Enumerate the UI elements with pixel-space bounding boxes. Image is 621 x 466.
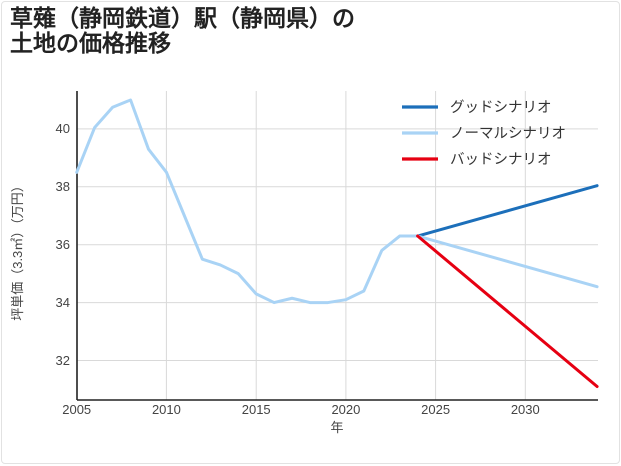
svg-text:32: 32	[56, 353, 70, 368]
svg-text:40: 40	[56, 121, 70, 136]
svg-text:34: 34	[56, 295, 70, 310]
svg-text:2005: 2005	[62, 402, 91, 417]
svg-text:年: 年	[330, 420, 343, 435]
svg-text:2025: 2025	[421, 402, 450, 417]
svg-text:グッドシナリオ: グッドシナリオ	[450, 99, 552, 116]
svg-text:38: 38	[56, 179, 70, 194]
svg-text:2020: 2020	[331, 402, 360, 417]
svg-text:36: 36	[56, 237, 70, 252]
svg-text:2010: 2010	[152, 402, 181, 417]
svg-text:2030: 2030	[511, 402, 540, 417]
svg-text:坪単価（3.3㎡）（万円）: 坪単価（3.3㎡）（万円）	[10, 179, 25, 321]
svg-text:バッドシナリオ: バッドシナリオ	[450, 152, 552, 168]
svg-text:ノーマルシナリオ: ノーマルシナリオ	[450, 126, 566, 142]
svg-text:2015: 2015	[242, 402, 271, 417]
